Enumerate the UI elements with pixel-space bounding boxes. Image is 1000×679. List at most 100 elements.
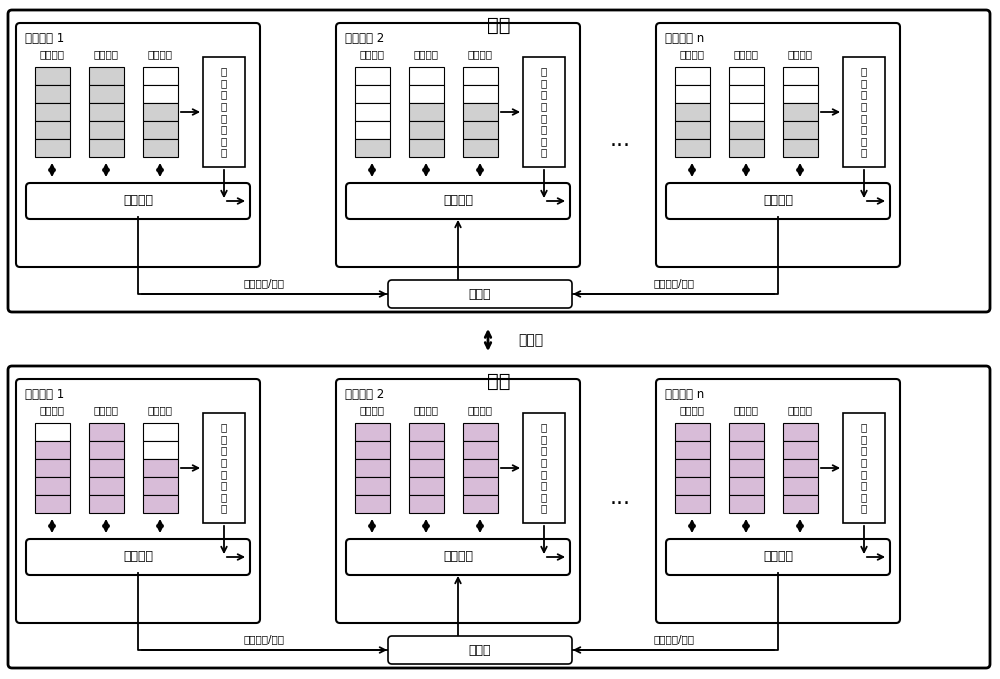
Bar — [203, 413, 245, 523]
Text: 本地线程: 本地线程 — [414, 405, 438, 415]
Bar — [89, 459, 124, 477]
Bar — [355, 495, 390, 513]
Bar — [843, 413, 885, 523]
Bar — [355, 459, 390, 477]
Bar — [409, 103, 444, 121]
Bar — [783, 139, 818, 157]
Bar — [463, 441, 498, 459]
FancyBboxPatch shape — [656, 23, 900, 267]
Bar — [143, 103, 178, 121]
Text: 处理器核 n: 处理器核 n — [665, 388, 704, 401]
Text: 丛集: 丛集 — [487, 371, 511, 390]
Text: 其它线程: 其它线程 — [148, 49, 173, 59]
Text: 其它线程: 其它线程 — [788, 49, 812, 59]
Text: 迁入线程: 迁入线程 — [40, 49, 64, 59]
Bar — [675, 441, 710, 459]
Bar — [143, 121, 178, 139]
Bar — [355, 67, 390, 85]
FancyBboxPatch shape — [388, 280, 572, 308]
Bar — [355, 423, 390, 441]
Bar — [143, 67, 178, 85]
Bar — [675, 103, 710, 121]
Bar — [89, 67, 124, 85]
Text: 迁入线程: 迁入线程 — [680, 49, 704, 59]
Bar — [409, 495, 444, 513]
Text: 本地线程: 本地线程 — [734, 49, 759, 59]
Text: 线
程
栈
信
息
收
集
器: 线 程 栈 信 息 收 集 器 — [541, 67, 547, 158]
Text: 处理器核 2: 处理器核 2 — [345, 31, 384, 45]
Text: 线程迁移: 线程迁移 — [763, 194, 793, 208]
Text: 迁入线程: 迁入线程 — [680, 405, 704, 415]
Bar — [355, 85, 390, 103]
Bar — [409, 121, 444, 139]
Text: 迁移请求/应答: 迁移请求/应答 — [654, 278, 694, 288]
Bar — [35, 441, 70, 459]
Bar — [783, 121, 818, 139]
Bar — [523, 57, 565, 167]
Text: 线程迁移: 线程迁移 — [763, 551, 793, 564]
Bar — [783, 477, 818, 495]
Bar — [675, 459, 710, 477]
Text: 处理器核 1: 处理器核 1 — [25, 388, 64, 401]
Bar — [409, 85, 444, 103]
Bar — [409, 67, 444, 85]
Bar — [783, 67, 818, 85]
Bar — [409, 477, 444, 495]
Text: 线程迁移: 线程迁移 — [123, 551, 153, 564]
Bar — [675, 121, 710, 139]
Text: 本地线程: 本地线程 — [414, 49, 438, 59]
Text: 迁入线程: 迁入线程 — [360, 405, 384, 415]
Text: 丛集: 丛集 — [487, 16, 511, 35]
Bar — [89, 477, 124, 495]
Bar — [35, 477, 70, 495]
Bar — [675, 67, 710, 85]
Bar — [729, 67, 764, 85]
FancyBboxPatch shape — [336, 379, 580, 623]
Text: 迁移请求/应答: 迁移请求/应答 — [244, 278, 285, 288]
Bar — [89, 121, 124, 139]
Bar — [675, 423, 710, 441]
Bar — [783, 103, 818, 121]
Text: 本地线程: 本地线程 — [94, 405, 119, 415]
FancyBboxPatch shape — [26, 539, 250, 575]
Text: 路由器: 路由器 — [469, 287, 491, 301]
Bar — [729, 477, 764, 495]
FancyBboxPatch shape — [666, 539, 890, 575]
Bar — [843, 57, 885, 167]
Text: 迁入线程: 迁入线程 — [40, 405, 64, 415]
Bar — [89, 103, 124, 121]
Text: 迁移请求/应答: 迁移请求/应答 — [654, 634, 694, 644]
Text: 线程迁移: 线程迁移 — [123, 194, 153, 208]
Bar — [729, 423, 764, 441]
FancyBboxPatch shape — [346, 539, 570, 575]
Bar — [35, 459, 70, 477]
Bar — [729, 121, 764, 139]
Bar — [463, 423, 498, 441]
Text: 线程迁移: 线程迁移 — [443, 194, 473, 208]
Bar — [729, 139, 764, 157]
Bar — [675, 495, 710, 513]
Text: 迁移请求/应答: 迁移请求/应答 — [244, 634, 285, 644]
Bar — [463, 139, 498, 157]
Bar — [463, 459, 498, 477]
Bar — [143, 459, 178, 477]
Bar — [409, 441, 444, 459]
Text: 处理器核 n: 处理器核 n — [665, 31, 704, 45]
Bar — [523, 413, 565, 523]
Bar — [409, 459, 444, 477]
Bar — [143, 85, 178, 103]
Bar — [355, 121, 390, 139]
Text: 迁入线程: 迁入线程 — [360, 49, 384, 59]
Bar — [463, 477, 498, 495]
Bar — [355, 477, 390, 495]
Bar — [89, 423, 124, 441]
Bar — [409, 423, 444, 441]
Bar — [783, 85, 818, 103]
Text: 处理器核 2: 处理器核 2 — [345, 388, 384, 401]
Text: 线
程
栈
信
息
收
集
器: 线 程 栈 信 息 收 集 器 — [541, 422, 547, 513]
Bar — [35, 495, 70, 513]
Bar — [675, 477, 710, 495]
Text: 其它线程: 其它线程 — [468, 49, 492, 59]
Text: ...: ... — [610, 488, 631, 508]
Bar — [35, 139, 70, 157]
